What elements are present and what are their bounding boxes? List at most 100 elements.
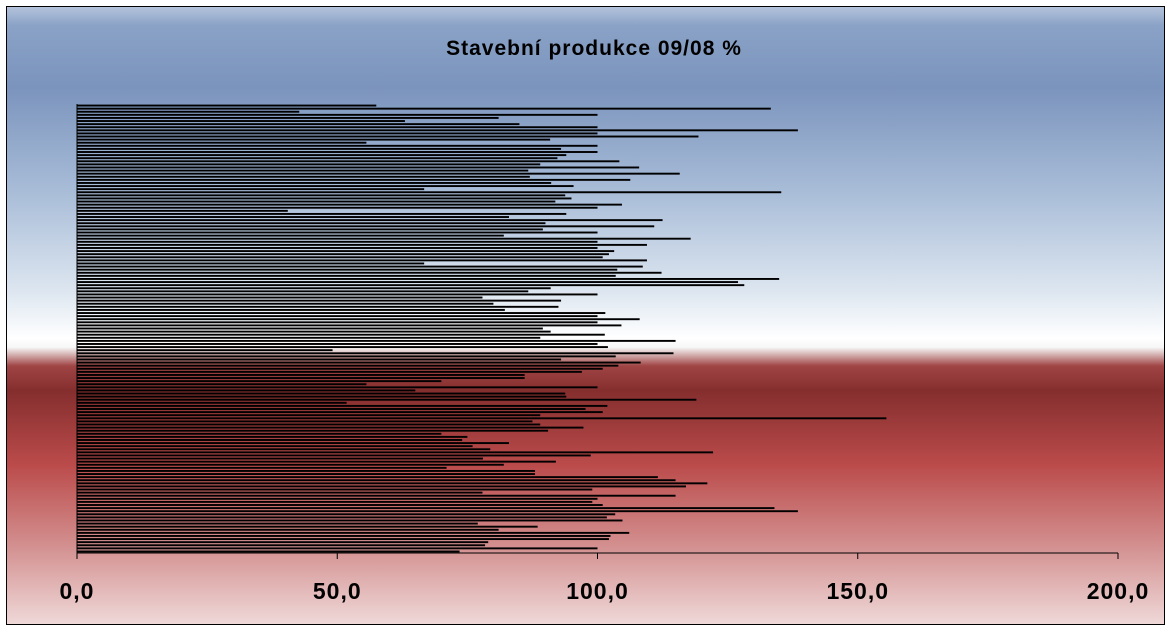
bar [77, 138, 551, 141]
bars-group [77, 104, 887, 553]
bar [77, 175, 530, 178]
bar [77, 383, 367, 386]
bar [77, 469, 536, 472]
bar [77, 154, 567, 157]
bar [77, 380, 442, 383]
bar [77, 349, 333, 352]
bar [77, 398, 697, 401]
bar [77, 147, 562, 150]
x-tick-label: 100,0 [566, 578, 629, 604]
bar [77, 281, 739, 284]
chart-svg: Stavební produkce 09/08 % 0,0 50,0 100,0 15… [7, 7, 1164, 624]
bar [77, 454, 591, 457]
bar [77, 116, 499, 119]
bar [77, 188, 425, 191]
bar [77, 482, 708, 485]
bar [77, 547, 598, 550]
bar [77, 222, 546, 225]
bar [77, 476, 658, 479]
bar [77, 392, 566, 395]
bar [77, 243, 647, 246]
bar [77, 185, 574, 188]
x-axis: 0,0 50,0 100,0 150,0 200,0 [60, 104, 1150, 604]
chart-frame: Stavební produkce 09/08 % 0,0 50,0 100,0 15… [6, 6, 1165, 625]
bar [77, 194, 566, 197]
bar [77, 126, 598, 129]
chart-title: Stavební produkce 09/08 % [446, 37, 742, 60]
bar [77, 265, 643, 268]
bar [77, 339, 676, 342]
bar [77, 151, 598, 153]
bar [77, 104, 377, 107]
bar [77, 110, 300, 113]
bar [77, 479, 676, 482]
bar [77, 550, 460, 553]
bar [77, 358, 562, 361]
bar [77, 531, 630, 534]
bar [77, 439, 463, 441]
bar [77, 166, 640, 169]
bar [77, 321, 598, 324]
bar [77, 408, 586, 410]
bar [77, 343, 598, 345]
bar [77, 200, 556, 203]
bar [77, 290, 529, 293]
bar [77, 355, 616, 358]
x-tick-label: 200,0 [1087, 578, 1150, 604]
bar [77, 448, 491, 451]
bar [77, 250, 615, 253]
bar [77, 377, 525, 379]
bar [77, 451, 714, 454]
bar [77, 445, 473, 448]
bar [77, 123, 520, 126]
bar [77, 178, 631, 181]
bar [77, 305, 559, 308]
bar [77, 197, 572, 200]
bar [77, 420, 533, 423]
x-tick-label: 0,0 [60, 578, 95, 604]
bar [77, 308, 505, 311]
bar [77, 324, 622, 327]
bar [77, 287, 551, 290]
bar [77, 485, 686, 488]
bar [77, 302, 494, 305]
bar [77, 182, 552, 184]
bar [77, 271, 662, 274]
bar [77, 364, 619, 367]
bar [77, 525, 538, 528]
bar [77, 457, 483, 460]
bar [77, 417, 887, 420]
bar [77, 404, 608, 407]
bar [77, 228, 543, 231]
bar [77, 333, 605, 336]
bar [77, 120, 405, 122]
bar [77, 336, 541, 339]
bar [77, 259, 647, 262]
bar [77, 312, 606, 314]
bar [77, 315, 598, 318]
bar [77, 247, 598, 249]
bar [77, 327, 543, 330]
bar [77, 473, 536, 475]
bar [77, 488, 593, 491]
bar [77, 330, 551, 333]
bar [77, 541, 489, 544]
bar [77, 414, 541, 417]
bar [77, 169, 529, 172]
bar [77, 172, 680, 175]
bar [77, 538, 609, 541]
bar [77, 225, 655, 228]
bar [77, 535, 611, 537]
bar [77, 544, 486, 547]
bar [77, 442, 510, 445]
bar [77, 346, 608, 349]
bar [77, 209, 288, 212]
bar [77, 497, 598, 500]
bar [77, 528, 499, 531]
bar [77, 491, 483, 494]
bar [77, 256, 603, 259]
bar [77, 395, 567, 398]
x-tick-label: 150,0 [826, 578, 889, 604]
bar [77, 157, 558, 160]
bar [77, 299, 562, 302]
